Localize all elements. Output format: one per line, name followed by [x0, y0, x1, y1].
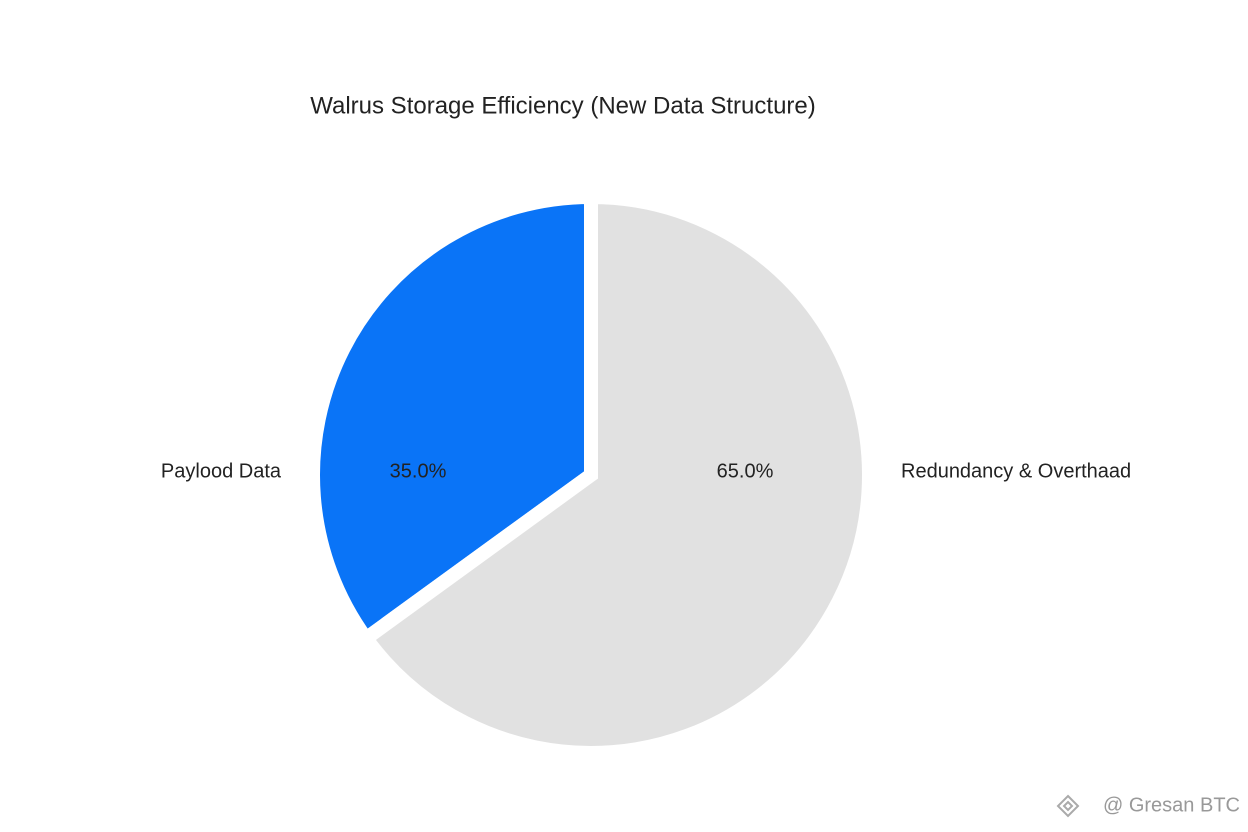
- value-label: 35.0%: [390, 460, 447, 482]
- watermark: @ Gresan BTC: [1103, 794, 1240, 816]
- pie-slice: [306, 189, 598, 649]
- chart-title: Walrus Storage Efficiency (New Data Stru…: [310, 92, 816, 119]
- watermark-logo: [1056, 794, 1080, 818]
- pie-slice: [356, 189, 876, 760]
- category-label: Redundancy & Overthaad: [901, 460, 1131, 482]
- category-label: Paylood Data: [161, 460, 282, 482]
- value-label: 65.0%: [717, 460, 774, 482]
